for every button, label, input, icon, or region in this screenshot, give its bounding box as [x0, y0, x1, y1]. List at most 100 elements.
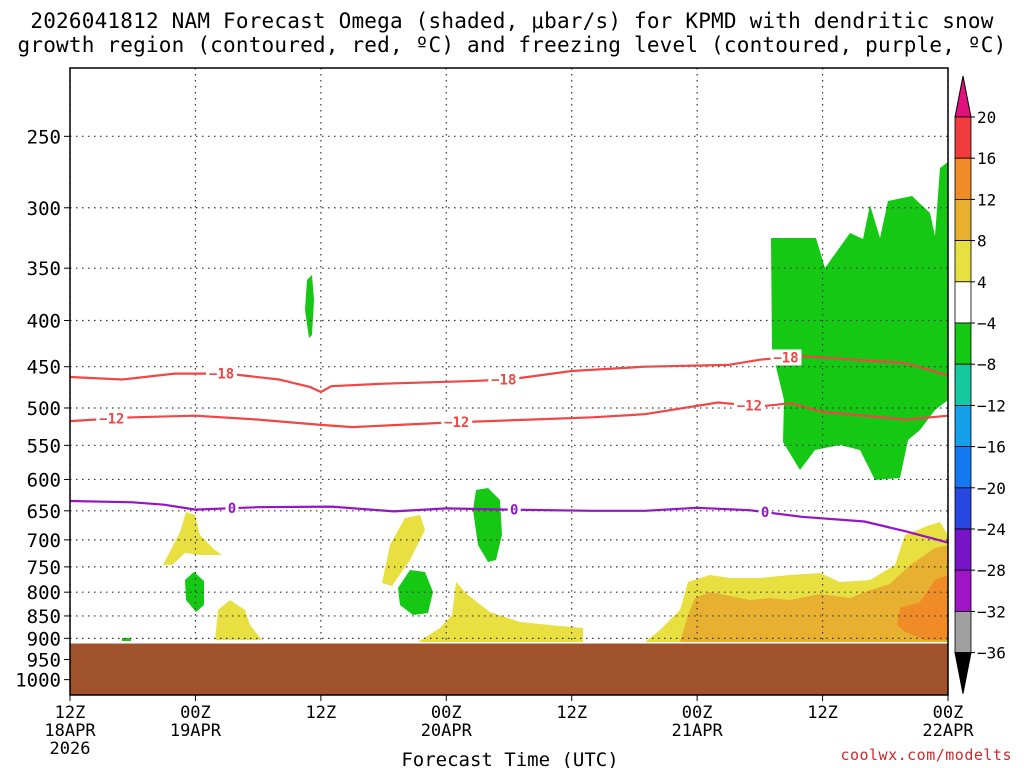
y-tick-label: 650	[27, 501, 61, 523]
colorbar: 20 16 12 8 4 −4 −8 −12 −16 −20 −24 −28 −32 −36	[954, 75, 1006, 694]
y-tick-label: 800	[27, 582, 61, 604]
contour-label: −12	[99, 412, 124, 428]
colorbar-swatch	[954, 322, 972, 365]
y-tick-label: 600	[27, 469, 61, 491]
y-tick-label: 750	[27, 557, 61, 579]
colorbar-label: −36	[977, 644, 1006, 663]
y-tick-label: 850	[27, 606, 61, 628]
colorbar-label: 8	[977, 232, 987, 251]
omega-region-negative-upper	[771, 162, 948, 480]
x-tick-label: 00Z	[180, 703, 211, 723]
omega-region-positive-8to12	[680, 545, 948, 642]
omega-region-positive-12to16	[897, 575, 948, 640]
colorbar-swatch	[954, 487, 972, 530]
omega-region-negative-small3	[398, 570, 433, 615]
y-tick-label: 550	[27, 435, 61, 457]
contour-label: 0	[228, 501, 236, 517]
contour-label: −18	[491, 373, 516, 389]
colorbar-label: 4	[977, 273, 987, 292]
y-tick-label: 400	[27, 311, 61, 333]
colorbar-swatch	[954, 528, 972, 571]
contour-label: −18	[773, 350, 798, 366]
x-tick-label: 18APR	[44, 721, 96, 741]
y-tick-label: 350	[27, 258, 61, 280]
colorbar-swatch	[954, 281, 972, 324]
x-tick-label: 22APR	[922, 721, 974, 741]
x-tick-label: 20APR	[421, 721, 473, 741]
omega-region-negative-small2	[473, 488, 502, 562]
contour-label-bg	[96, 410, 128, 427]
x-tick-label: 00Z	[682, 703, 713, 723]
contour-label: −18	[209, 367, 234, 383]
colorbar-label: −8	[977, 355, 996, 374]
contour-label-bg	[225, 500, 239, 517]
contour-label-bg	[488, 371, 520, 388]
x-tick-label: 2026	[50, 739, 91, 759]
colorbar-label: −28	[977, 561, 1006, 580]
colorbar-label: −32	[977, 602, 1006, 621]
contour-label-bg	[758, 504, 772, 521]
contour-label-bg	[733, 397, 765, 414]
colorbar-label: 16	[977, 149, 996, 168]
y-tick-label: 700	[27, 530, 61, 552]
contour-line	[69, 401, 949, 429]
colorbar-label: −4	[977, 314, 996, 333]
chart-title-line2: growth region (contoured, red, ºC) and f…	[17, 33, 1007, 57]
x-tick-label: 12Z	[305, 703, 336, 723]
x-tick-label: 12Z	[807, 703, 838, 723]
omega-region-positive-4to8-a	[163, 512, 222, 565]
omega-region-positive-4to8-b	[382, 515, 425, 586]
colorbar-label: −16	[977, 438, 1006, 457]
colorbar-swatch	[954, 116, 972, 159]
contour-label-bg	[507, 501, 521, 518]
y-tick-label: 300	[27, 198, 61, 220]
colorbar-label: 12	[977, 190, 996, 209]
x-tick-label: 00Z	[933, 703, 964, 723]
colorbar-swatch	[954, 363, 972, 406]
contour-label: −12	[444, 415, 469, 431]
contour-label: −12	[737, 398, 762, 414]
x-tick-label: 00Z	[431, 703, 462, 723]
colorbar-label: −24	[977, 520, 1006, 539]
contour-label: 0	[761, 505, 769, 521]
contour-label-bg	[206, 365, 238, 382]
omega-region-negative-small5	[122, 638, 131, 641]
x-tick-label: 12Z	[556, 703, 587, 723]
colorbar-triangle-top	[954, 75, 972, 118]
colorbar-triangle-bottom	[954, 652, 972, 694]
omega-region-negative-small1	[305, 275, 314, 338]
terrain-ground	[70, 643, 948, 695]
y-tick-label: 900	[27, 628, 61, 650]
chart-title-line1: 2026041812 NAM Forecast Omega (shaded, μ…	[30, 9, 994, 33]
colorbar-swatch	[954, 404, 972, 447]
contour-label-bg	[441, 414, 473, 431]
colorbar-label: −20	[977, 479, 1006, 498]
plot-frame	[69, 67, 949, 696]
colorbar-swatch	[954, 240, 972, 283]
contour-label-bg	[770, 349, 802, 366]
colorbar-label: 20	[977, 108, 996, 127]
y-axis: 2503003504004505005506006507007508008509…	[15, 126, 70, 692]
colorbar-swatch	[954, 198, 972, 241]
colorbar-label: −12	[977, 396, 1006, 415]
omega-region-positive-4to8-c	[215, 600, 262, 640]
x-axis-title: Forecast Time (UTC)	[401, 749, 618, 768]
omega-region-positive-4to8-d	[418, 582, 583, 642]
colorbar-swatch	[954, 611, 972, 654]
y-tick-label: 500	[27, 398, 61, 420]
y-tick-label: 1000	[15, 670, 61, 692]
omega-region-negative-small4	[185, 572, 204, 612]
y-tick-label: 250	[27, 126, 61, 148]
colorbar-swatch	[954, 157, 972, 200]
colorbar-swatch	[954, 446, 972, 489]
colorbar-swatch	[954, 569, 972, 612]
source-credit: coolwx.com/modelts	[840, 746, 1012, 764]
y-tick-label: 450	[27, 357, 61, 379]
contour-label: 0	[510, 503, 518, 519]
x-tick-label: 21APR	[672, 721, 724, 741]
x-tick-label: 12Z	[55, 703, 86, 723]
x-tick-label: 19APR	[170, 721, 222, 741]
y-tick-label: 950	[27, 650, 61, 672]
